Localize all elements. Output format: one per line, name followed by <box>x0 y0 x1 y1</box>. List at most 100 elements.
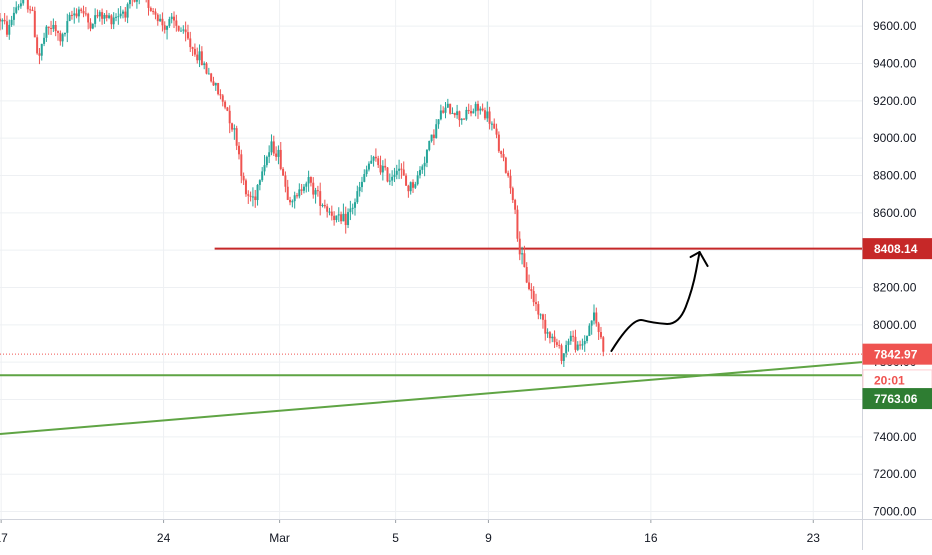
candle-body <box>38 53 41 56</box>
candle-body <box>254 196 257 201</box>
candle-body <box>351 207 354 209</box>
candle-body <box>5 21 8 35</box>
candle-body <box>497 134 500 152</box>
overlays <box>610 251 709 352</box>
candle-body <box>231 123 234 130</box>
candle-body <box>321 205 324 207</box>
candle-body <box>29 9 32 11</box>
candle-body <box>196 54 199 61</box>
candle-body <box>551 336 554 339</box>
candle-body <box>105 14 108 18</box>
candle-body <box>186 32 189 39</box>
candle-body <box>562 353 565 361</box>
candle-body <box>256 184 259 201</box>
candle-body <box>333 215 336 221</box>
candle-body <box>539 314 542 316</box>
candle-body <box>509 175 512 189</box>
y-tick-label: 8000.00 <box>873 318 917 332</box>
candle-body <box>312 182 315 195</box>
candle-body <box>439 110 442 120</box>
candle-body <box>50 28 53 30</box>
candle-body <box>393 174 396 177</box>
candle-body <box>282 168 285 176</box>
candle-body <box>572 335 575 337</box>
price-label-box <box>862 238 932 260</box>
candle-body <box>528 282 531 290</box>
candle-body <box>17 6 20 8</box>
candle-body <box>356 191 359 203</box>
candle-body <box>184 29 187 33</box>
candle-body <box>372 156 375 161</box>
candle-body <box>91 23 94 29</box>
candle-body <box>12 12 15 20</box>
candle-body <box>207 73 210 75</box>
candle-body <box>159 18 162 22</box>
price-label-text: 8408.14 <box>874 242 918 256</box>
candle-body <box>409 182 412 192</box>
candle-body <box>518 238 521 255</box>
candle-body <box>381 165 384 173</box>
candle-body <box>15 7 18 13</box>
candle-body <box>330 211 333 216</box>
candle-body <box>61 34 64 42</box>
candle-body <box>511 188 514 201</box>
candle-body <box>19 3 22 7</box>
candle-body <box>226 107 229 111</box>
y-tick-label: 7000.00 <box>873 505 917 519</box>
candle-body <box>124 11 127 18</box>
candle-body <box>365 169 368 175</box>
candle-body <box>177 25 180 31</box>
candle-body <box>363 174 366 182</box>
candle-body <box>407 185 410 192</box>
y-tick-label: 7200.00 <box>873 467 917 481</box>
candle-body <box>221 95 224 102</box>
candle-body <box>68 14 71 22</box>
x-tick-label: 5 <box>392 531 399 545</box>
candle-body <box>384 165 387 168</box>
candle-body <box>261 171 264 181</box>
candle-body <box>465 109 468 120</box>
candle-body <box>423 162 426 167</box>
y-tick-label: 7400.00 <box>873 430 917 444</box>
y-tick-label: 9400.00 <box>873 56 917 70</box>
candle-body <box>205 63 208 74</box>
candle-body <box>460 118 463 121</box>
candle-body <box>217 82 220 95</box>
candle-body <box>358 187 361 192</box>
y-tick-label: 9000.00 <box>873 131 917 145</box>
candle-body <box>296 195 299 197</box>
candle-body <box>119 13 122 17</box>
candle-body <box>52 24 55 29</box>
candle-body <box>493 123 496 129</box>
candle-body <box>168 19 171 26</box>
candle-body <box>548 332 551 339</box>
candle-body <box>275 153 278 157</box>
candle-body <box>483 110 486 119</box>
candle-body <box>0 18 1 22</box>
candle-body <box>405 175 408 186</box>
candle-body <box>247 194 250 196</box>
candle-body <box>45 26 48 38</box>
candle-body <box>117 16 120 18</box>
candle-body <box>576 344 579 350</box>
candle-body <box>3 19 6 22</box>
candle-body <box>490 123 493 125</box>
candle-body <box>537 304 540 315</box>
candle-body <box>147 0 150 8</box>
candle-body <box>75 13 78 17</box>
candle-body <box>597 323 600 333</box>
rising-trendline <box>0 361 863 436</box>
grid <box>0 0 862 519</box>
candle-body <box>66 21 69 33</box>
candle-body <box>586 336 589 342</box>
candle-body <box>541 314 544 320</box>
candle-body <box>240 154 243 177</box>
candle-body <box>502 154 505 158</box>
candle-body <box>367 163 370 170</box>
price-label-text: 7842.97 <box>874 348 918 362</box>
candle-body <box>453 113 456 116</box>
candle-body <box>284 175 287 187</box>
candle-body <box>437 119 440 125</box>
